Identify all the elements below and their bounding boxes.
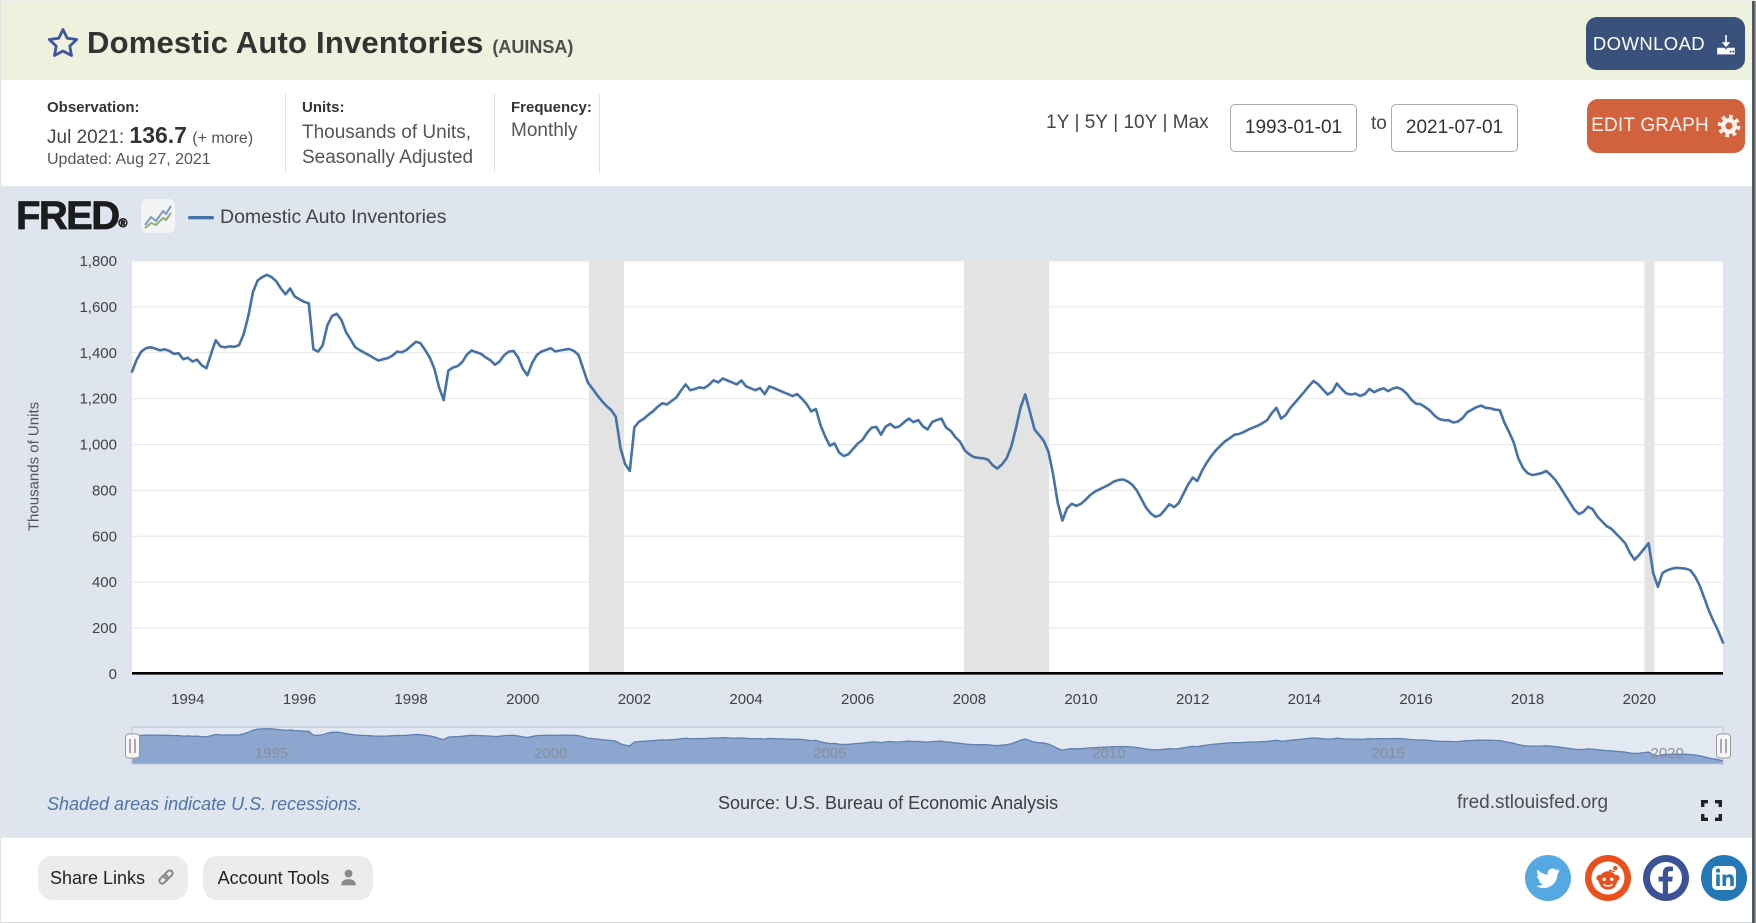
svg-text:2015: 2015	[1371, 745, 1404, 762]
svg-text:1,400: 1,400	[79, 345, 117, 362]
svg-text:1994: 1994	[171, 691, 204, 708]
svg-text:2000: 2000	[506, 691, 539, 708]
svg-text:2020: 2020	[1623, 691, 1656, 708]
svg-text:2005: 2005	[813, 745, 846, 762]
svg-text:1996: 1996	[283, 691, 316, 708]
svg-text:2014: 2014	[1288, 691, 1321, 708]
svg-text:2006: 2006	[841, 691, 874, 708]
svg-text:400: 400	[92, 574, 117, 591]
svg-text:1995: 1995	[255, 745, 288, 762]
svg-text:1,000: 1,000	[79, 437, 117, 454]
svg-text:2000: 2000	[534, 745, 567, 762]
svg-text:200: 200	[92, 620, 117, 637]
svg-text:2016: 2016	[1399, 691, 1432, 708]
svg-text:2010: 2010	[1064, 691, 1097, 708]
svg-text:2012: 2012	[1176, 691, 1209, 708]
svg-text:2002: 2002	[618, 691, 651, 708]
svg-text:2008: 2008	[953, 691, 986, 708]
svg-text:1,600: 1,600	[79, 299, 117, 316]
svg-text:800: 800	[92, 482, 117, 499]
svg-text:1,800: 1,800	[79, 253, 117, 270]
svg-text:0: 0	[109, 666, 117, 683]
svg-text:2018: 2018	[1511, 691, 1544, 708]
svg-text:2010: 2010	[1092, 745, 1125, 762]
svg-text:2020: 2020	[1651, 745, 1684, 762]
svg-text:2004: 2004	[729, 691, 762, 708]
svg-text:1,200: 1,200	[79, 391, 117, 408]
svg-text:600: 600	[92, 528, 117, 545]
svg-text:1998: 1998	[394, 691, 427, 708]
